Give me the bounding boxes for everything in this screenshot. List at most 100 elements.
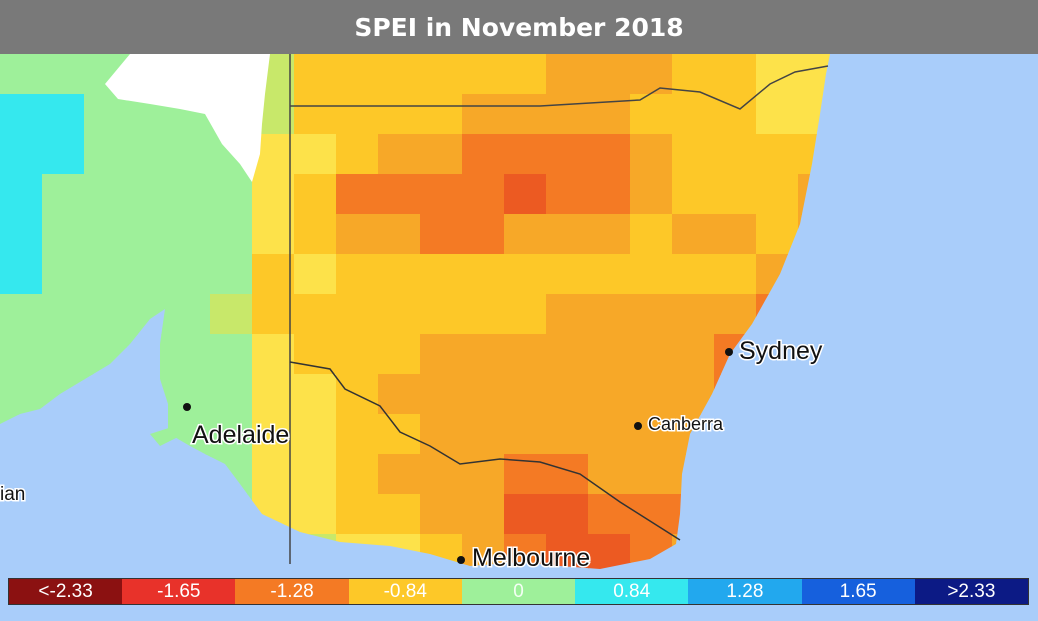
spei-grid-cell xyxy=(504,94,547,135)
spei-grid-cell xyxy=(126,174,169,215)
spei-grid-cell xyxy=(588,494,631,535)
spei-grid-cell xyxy=(672,334,715,375)
spei-grid-cell xyxy=(588,454,631,495)
spei-grid-cell xyxy=(714,214,757,255)
spei-grid-cell xyxy=(504,134,547,175)
spei-grid-cell xyxy=(588,254,631,295)
spei-grid-cell xyxy=(714,254,757,295)
city-label-sydney: Sydney xyxy=(739,337,823,365)
nsw-qld-border xyxy=(290,65,829,110)
spei-grid-cell xyxy=(588,534,631,569)
spei-grid-cell xyxy=(756,94,799,135)
spei-grid-cell xyxy=(630,454,673,495)
spei-grid-cell xyxy=(168,294,211,335)
spei-grid-cell xyxy=(714,134,757,175)
spei-grid-cell xyxy=(378,494,421,535)
spei-grid-cell xyxy=(294,254,337,295)
spei-grid-cell xyxy=(378,174,421,215)
spei-grid-cell xyxy=(336,454,379,495)
lake-eyre xyxy=(105,54,270,182)
spei-grid-cell xyxy=(0,214,43,255)
spei-grid-cell xyxy=(462,454,505,495)
spei-grid-cell xyxy=(336,94,379,135)
spei-grid-cell xyxy=(672,54,715,95)
spei-grid-cell xyxy=(420,374,463,415)
spei-grid-cell xyxy=(210,214,253,255)
spei-grid-cell xyxy=(294,494,337,535)
spei-grid-cell xyxy=(294,414,337,455)
spei-grid-cell xyxy=(336,414,379,455)
spei-grid-cell xyxy=(546,494,589,535)
spei-grid-cell xyxy=(420,414,463,455)
city-label-adelaide: Adelaide xyxy=(192,421,289,449)
spei-grid-cell xyxy=(756,134,799,175)
spei-grid-cell xyxy=(546,254,589,295)
spei-grid-cell xyxy=(672,174,715,215)
spei-grid-cell xyxy=(672,134,715,175)
spei-grid-cell xyxy=(84,94,127,135)
spei-grid-cell xyxy=(588,294,631,335)
spei-grid-cell xyxy=(294,294,337,335)
spei-grid-cell xyxy=(252,174,295,215)
legend-bin-7: 1.28 xyxy=(688,579,802,604)
spei-grid-cell xyxy=(504,414,547,455)
spei-grid-cell xyxy=(462,374,505,415)
spei-grid-cell xyxy=(588,334,631,375)
spei-grid-cell xyxy=(462,214,505,255)
spei-grid-cell xyxy=(168,254,211,295)
spei-grid-cell xyxy=(588,414,631,455)
spei-grid-cell xyxy=(378,374,421,415)
spei-grid-cell xyxy=(42,94,85,135)
spei-grid-cell xyxy=(756,174,799,215)
spei-grid-cell xyxy=(336,294,379,335)
spei-grid-cell xyxy=(42,334,85,375)
spei-grid-cell xyxy=(210,414,253,455)
spei-grid-cell xyxy=(42,294,85,335)
spei-grid-cell xyxy=(126,254,169,295)
spei-grid-cell xyxy=(294,214,337,255)
spei-grid-cell xyxy=(462,134,505,175)
spei-grid-cell xyxy=(126,214,169,255)
spei-grid-cell xyxy=(252,454,295,495)
spei-grid-cell xyxy=(0,374,43,415)
spei-grid-cell xyxy=(672,294,715,335)
spei-grid-cell xyxy=(504,374,547,415)
spei-grid-cell xyxy=(126,134,169,175)
spei-grid-cell xyxy=(546,414,589,455)
spei-grid-cell xyxy=(294,454,337,495)
spei-legend: <-2.33 -1.65 -1.28 -0.84 0 0.84 1.28 1.6… xyxy=(8,578,1029,605)
spei-grid-cell xyxy=(336,494,379,535)
spei-grid-cell xyxy=(0,254,43,295)
spei-grid-cell xyxy=(168,214,211,255)
spei-grid-cell xyxy=(630,214,673,255)
spei-grid-cell xyxy=(210,334,253,375)
spei-grid-cell xyxy=(630,254,673,295)
spei-grid-cell xyxy=(294,334,337,375)
spei-grid-cell xyxy=(42,134,85,175)
spei-grid-cell xyxy=(0,94,43,135)
spei-grid-cell xyxy=(420,334,463,375)
spei-grid-cell xyxy=(252,254,295,295)
legend-bin-1: <-2.33 xyxy=(9,579,123,604)
spei-grid-cell xyxy=(42,174,85,215)
spei-grid-cell xyxy=(546,374,589,415)
spei-grid-cell xyxy=(630,414,673,455)
spei-grid-cell xyxy=(42,254,85,295)
legend-bin-2: -1.65 xyxy=(122,579,236,604)
spei-grid-cell xyxy=(294,94,337,135)
spei-grid-cell xyxy=(546,94,589,135)
spei-grid-cell xyxy=(420,454,463,495)
spei-grid-cell xyxy=(0,174,43,215)
spei-grid-cell xyxy=(210,294,253,335)
spei-grid-cell xyxy=(294,374,337,415)
spei-grid-cell xyxy=(336,334,379,375)
spei-grid-cell xyxy=(714,54,757,95)
spei-grid-cell xyxy=(630,374,673,415)
spei-grid-cell xyxy=(588,214,631,255)
spei-grid-cell xyxy=(504,294,547,335)
spei-grid-cell xyxy=(252,374,295,415)
legend-bin-6: 0.84 xyxy=(575,579,689,604)
spei-map[interactable]: Sydney Adelaide Canberra Melbourne ian xyxy=(0,54,1038,621)
spei-grid-cell xyxy=(588,174,631,215)
spei-grid-cell xyxy=(210,374,253,415)
